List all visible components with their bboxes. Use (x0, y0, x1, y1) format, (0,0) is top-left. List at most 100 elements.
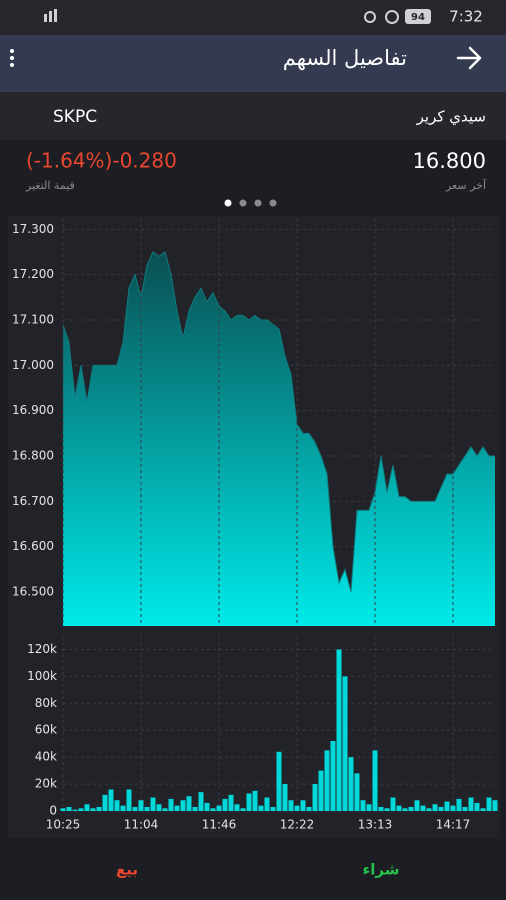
back-button[interactable] (456, 46, 482, 70)
battery-icon (405, 9, 431, 24)
volume-bar (90, 808, 96, 811)
volume-bar (456, 798, 462, 811)
y-tick-label: 17.300 (12, 222, 54, 236)
alarm-icon (385, 10, 399, 24)
volume-bar (264, 797, 270, 811)
volume-bar (480, 808, 486, 811)
volume-bar (84, 804, 90, 811)
volume-bar (354, 773, 360, 811)
volume-bar (312, 784, 318, 811)
x-tick-label: 13:13 (358, 818, 393, 832)
stock-name: سيدي كرير (416, 108, 486, 127)
y-tick-label: 16.600 (12, 539, 54, 553)
y-tick-label: 60k (35, 723, 57, 737)
price-area (63, 252, 495, 626)
y-tick-label: 0 (49, 804, 57, 818)
x-tick-label: 12:22 (280, 818, 315, 832)
volume-bar (318, 770, 324, 811)
volume-bar (102, 794, 108, 811)
volume-bar (402, 808, 408, 811)
volume-bar (324, 750, 330, 811)
volume-bar (72, 809, 78, 811)
clock: 7:32 (449, 8, 483, 26)
y-tick-label: 120k (27, 642, 57, 656)
last-price: 16.800 (413, 149, 486, 173)
volume-bar (162, 808, 168, 811)
volume-bar (396, 805, 402, 811)
volume-bar (270, 806, 276, 811)
footer (0, 840, 506, 900)
y-tick-label: 16.700 (12, 494, 54, 508)
x-tick-label: 14:17 (436, 818, 471, 832)
volume-bar (192, 806, 198, 811)
page-dots[interactable] (224, 199, 277, 207)
volume-bar (282, 784, 288, 811)
volume-bar (66, 806, 72, 811)
volume-bar (294, 805, 300, 811)
volume-bar (120, 805, 126, 811)
last-price-label: آخر سعر (445, 178, 487, 192)
volume-bar (168, 798, 174, 811)
volume-chart: 0 20k 40k 60k 80k 100k 120k 10:25 11:04 11:46 12:2… (27, 218, 498, 832)
y-tick-label: 16.800 (12, 449, 54, 463)
volume-bar (432, 804, 438, 811)
volume-bar (276, 751, 282, 811)
volume-bar (180, 800, 186, 811)
stock-symbol: SKPC (53, 107, 97, 127)
volume-bar (492, 800, 498, 811)
sell-button[interactable]: بيع (116, 861, 138, 879)
x-tick-label: 11:04 (124, 818, 159, 832)
stock-row (0, 92, 506, 140)
volume-bar (450, 805, 456, 811)
volume-bar (234, 804, 240, 811)
volume-bar (132, 806, 138, 811)
y-tick-label: 80k (35, 696, 57, 710)
volume-bar (222, 798, 228, 811)
volume-bar (462, 806, 468, 811)
volume-bar (468, 797, 474, 811)
volume-bar (108, 789, 114, 811)
price-line (62, 251, 495, 593)
volume-bar (150, 797, 156, 811)
price-change: (-1.64%)-0.280 (26, 149, 177, 173)
volume-bar (306, 806, 312, 811)
menu-button[interactable] (10, 49, 14, 67)
volume-bar (174, 805, 180, 811)
volume-bar (300, 800, 306, 811)
volume-bar (444, 801, 450, 811)
volume-bar (144, 806, 150, 811)
battery-level: 94 (411, 12, 425, 23)
volume-bar (204, 802, 210, 811)
volume-bar (246, 793, 252, 811)
volume-bar (408, 806, 414, 811)
volume-bar (96, 806, 102, 811)
change-label: قيمة التغير (25, 179, 75, 192)
volume-bar (60, 808, 66, 811)
buy-button[interactable]: شراء (363, 861, 400, 879)
volume-bar (366, 804, 372, 811)
volume-bar (342, 676, 348, 811)
volume-bar (474, 802, 480, 811)
x-tick-label: 11:46 (202, 818, 237, 832)
volume-bar (156, 804, 162, 811)
volume-bar (384, 808, 390, 811)
y-tick-label: 16.500 (12, 585, 54, 599)
volume-bar (390, 797, 396, 811)
volume-bar (126, 789, 132, 811)
volume-bar (186, 796, 192, 811)
volume-bar (138, 800, 144, 811)
volume-bar (228, 794, 234, 811)
volume-bar (240, 808, 246, 811)
volume-bar (360, 800, 366, 811)
volume-bar (438, 806, 444, 811)
header-title: تفاصيل السهم (283, 46, 407, 71)
y-tick-label: 20k (35, 777, 57, 791)
eye-icon (364, 11, 376, 23)
volume-bar (414, 800, 420, 811)
volume-bar (378, 806, 384, 811)
header (0, 35, 506, 92)
y-tick-label: 40k (35, 750, 57, 764)
